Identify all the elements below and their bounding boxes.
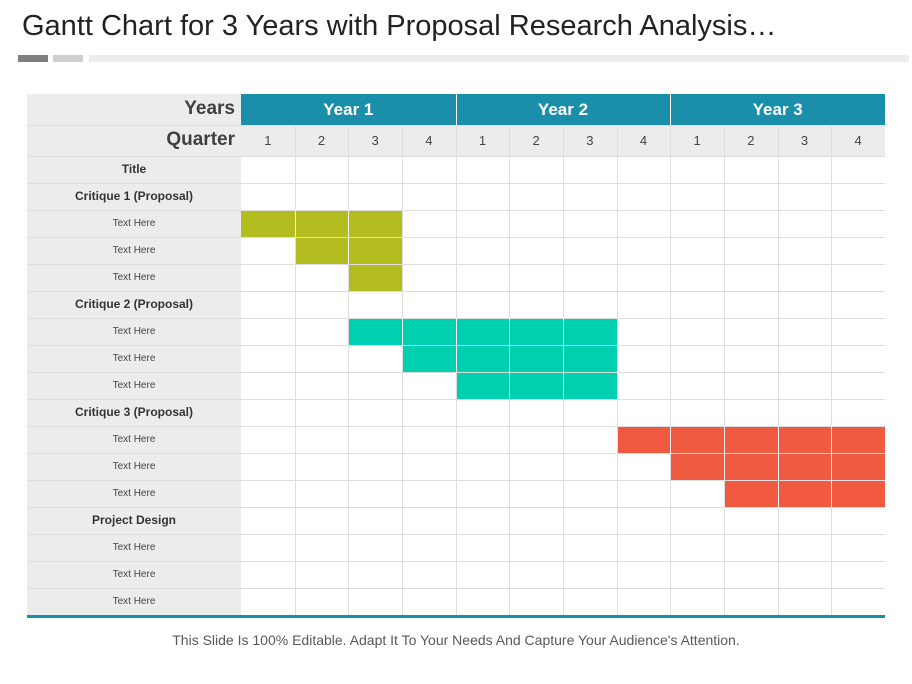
bar-cell-divider xyxy=(563,372,564,399)
bar-cell-divider xyxy=(509,372,511,399)
grid-col-line xyxy=(670,125,672,615)
bar-cell-divider xyxy=(563,345,564,372)
task-group-label: Project Design xyxy=(91,513,177,527)
title-underline-dark xyxy=(18,55,48,62)
task-item-label: Text Here xyxy=(112,542,156,553)
year-header-cell: Year 3 xyxy=(752,100,803,119)
year-header-cell: Year 1 xyxy=(323,100,374,119)
quarter-header-cell: 2 xyxy=(532,133,540,148)
gantt-bar xyxy=(348,318,617,345)
bar-cell-divider xyxy=(455,318,457,345)
task-item-label: Text Here xyxy=(112,272,156,283)
task-item-label: Text Here xyxy=(112,380,156,391)
bar-cell-divider xyxy=(831,426,833,453)
bar-cell-divider xyxy=(455,345,457,372)
bar-cell-divider xyxy=(831,480,833,507)
bar-cell-divider xyxy=(509,345,511,372)
quarter-header-cell: 4 xyxy=(854,133,862,148)
gantt-bar xyxy=(241,210,402,237)
year-header-cell: Year 2 xyxy=(537,100,589,119)
task-group-label: Critique 3 (Proposal) xyxy=(74,405,193,419)
bottom-rule xyxy=(27,615,885,618)
task-group-label: Critique 1 (Proposal) xyxy=(74,189,193,203)
quarter-header-cell: 4 xyxy=(639,133,648,148)
gantt-bar xyxy=(294,237,402,264)
bar-cell-divider xyxy=(509,318,511,345)
grid-col-line xyxy=(294,125,296,615)
task-item-label: Text Here xyxy=(112,326,156,337)
bar-cell-divider xyxy=(402,318,403,345)
bar-cell-divider xyxy=(348,210,350,237)
years-header-label: Years xyxy=(184,98,235,119)
years-header-band xyxy=(241,94,885,125)
task-item-label: Text Here xyxy=(112,353,156,364)
grid-col-line xyxy=(777,125,779,615)
gantt-bar xyxy=(616,426,885,453)
bar-cell-divider xyxy=(777,426,779,453)
footer-note: This Slide Is 100% Editable. Adapt It To… xyxy=(172,632,740,648)
grid-col-line xyxy=(402,125,403,615)
task-group-label: Title xyxy=(121,162,147,176)
bar-cell-divider xyxy=(563,318,564,345)
title-underline-light xyxy=(53,55,83,62)
gantt-bar xyxy=(348,264,402,291)
bar-cell-divider xyxy=(777,480,779,507)
title-underline-rule xyxy=(89,55,909,62)
quarter-header-cell: 4 xyxy=(425,133,433,148)
quarter-header-cell: 1 xyxy=(478,133,487,148)
grid-col-line xyxy=(616,125,618,615)
slide-title: Gantt Chart for 3 Years with Proposal Re… xyxy=(22,10,777,42)
bar-cell-divider xyxy=(670,426,672,453)
bar-cell-divider xyxy=(831,453,833,480)
task-group-label: Critique 2 (Proposal) xyxy=(74,297,193,311)
year-separator xyxy=(455,94,457,125)
grid-col-line xyxy=(831,125,833,615)
quarter-header-cell: 3 xyxy=(586,133,594,148)
task-item-label: Text Here xyxy=(112,461,156,472)
bar-cell-divider xyxy=(724,426,725,453)
quarter-header-cell: 2 xyxy=(317,133,326,148)
task-item-label: Text Here xyxy=(112,569,156,580)
bar-cell-divider xyxy=(294,210,296,237)
task-item-label: Text Here xyxy=(112,218,156,229)
grid-col-line xyxy=(724,125,725,615)
gantt-bar xyxy=(724,480,885,507)
year-separator xyxy=(670,94,672,125)
bar-cell-divider xyxy=(724,453,725,480)
task-item-label: Text Here xyxy=(112,596,156,607)
gantt-bar xyxy=(455,372,617,399)
quarter-header-cell: 1 xyxy=(693,133,701,148)
bar-cell-divider xyxy=(348,237,350,264)
task-label-column xyxy=(27,156,241,616)
bar-cell-divider xyxy=(777,453,779,480)
task-item-label: Text Here xyxy=(112,245,156,256)
quarter-header-cell: 3 xyxy=(371,133,379,148)
quarter-header-label: Quarter xyxy=(166,129,235,150)
task-item-label: Text Here xyxy=(112,488,156,499)
gantt-chart: Years Quarter Year 1 Year 2 Year 3 1 2 3 4 1 2 3 4… xyxy=(27,94,885,618)
quarter-header-cell: 2 xyxy=(747,133,755,148)
quarter-header-cell: 1 xyxy=(264,133,272,148)
grid-col-line xyxy=(348,125,350,615)
quarter-header-cell: 3 xyxy=(800,133,809,148)
task-item-label: Text Here xyxy=(112,434,156,445)
